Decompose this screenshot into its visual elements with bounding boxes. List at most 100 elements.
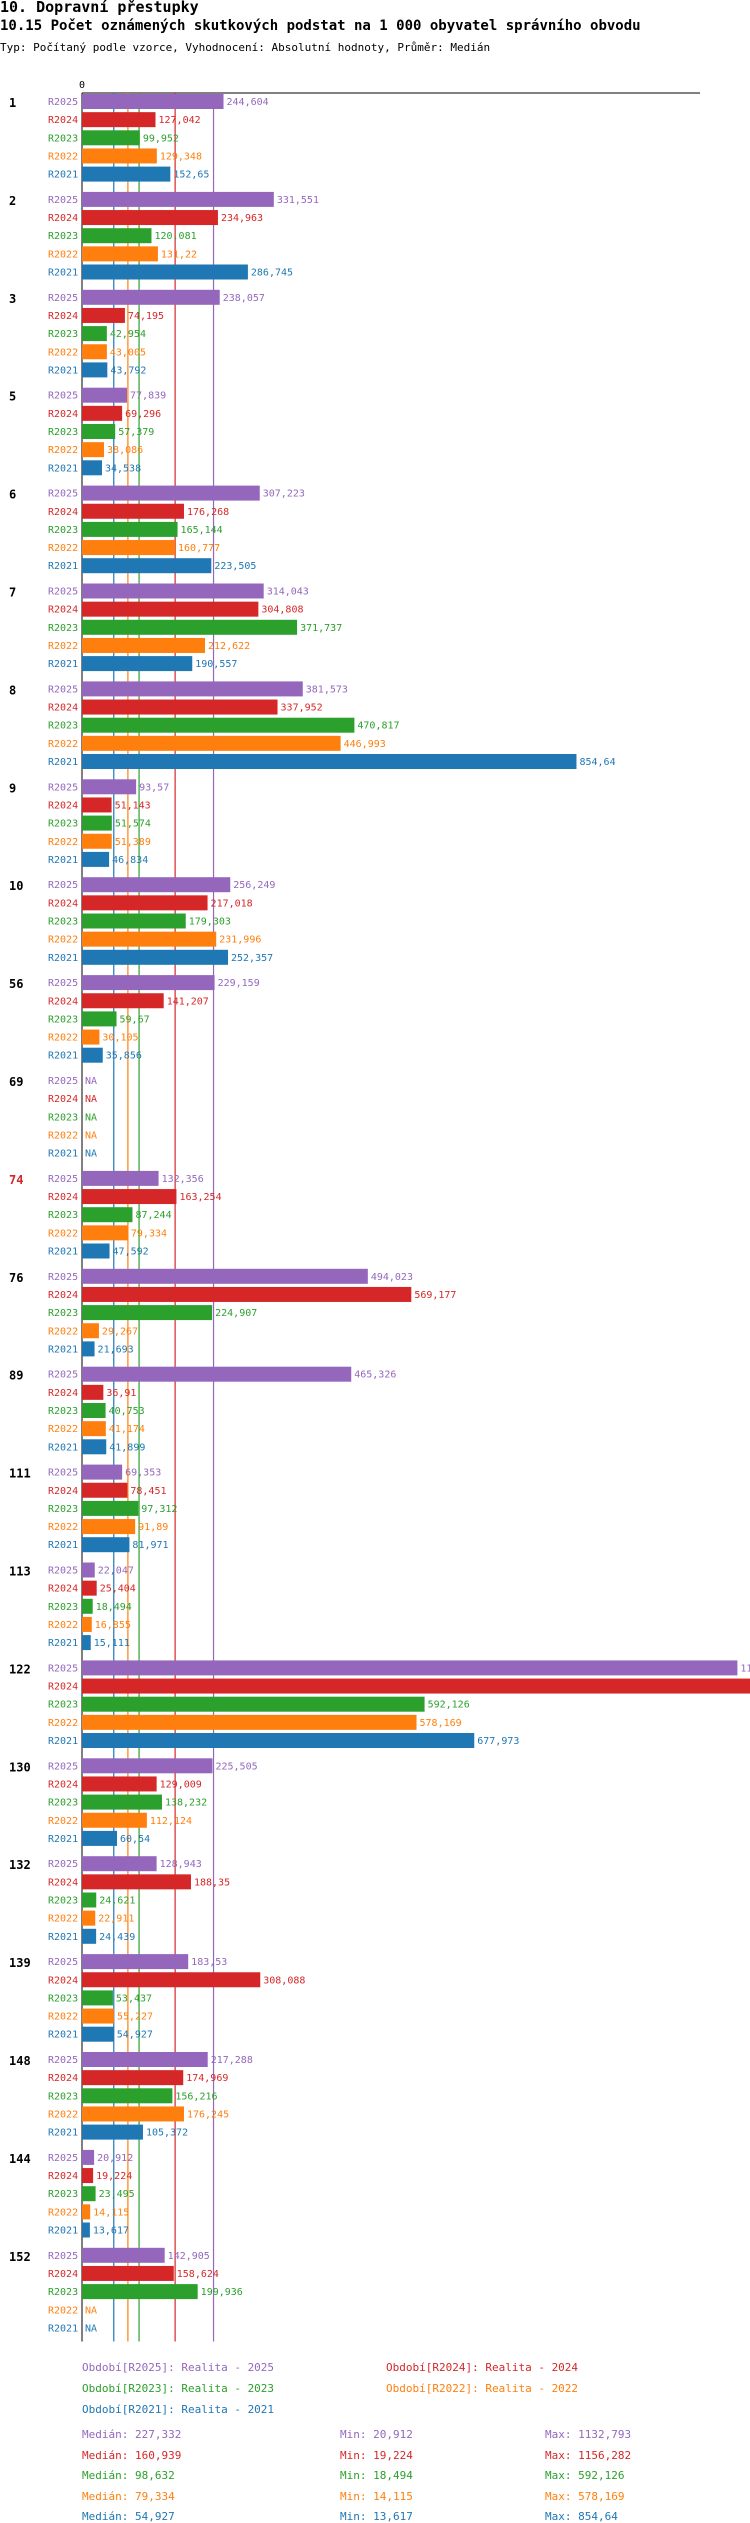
data-label: 256,249 [233, 880, 275, 891]
stat-min: Min: 19,224 [340, 2448, 413, 2462]
bar [82, 877, 231, 893]
data-label: 381,573 [306, 684, 348, 695]
bar [82, 601, 259, 617]
bar [82, 2149, 95, 2165]
legend-item-r2021: Období[R2021]: Realita - 2021 [82, 2403, 275, 2416]
data-label: 19,224 [96, 2171, 132, 2182]
data-label: 16,855 [95, 1620, 131, 1631]
series-label: R2025 [48, 1663, 78, 1674]
series-label: R2021 [48, 365, 78, 376]
bar [82, 485, 260, 501]
data-label: 199,936 [201, 2287, 243, 2298]
stat-max: Max: 1156,282 [545, 2448, 632, 2462]
stat-median: Medián: 227,332 [82, 2428, 182, 2441]
bar [82, 326, 107, 342]
series-label: R2024 [48, 2171, 78, 2182]
series-label: R2022 [48, 2207, 78, 2218]
series-label: R2023 [48, 133, 78, 144]
data-label: 286,745 [251, 268, 293, 279]
series-label: R2024 [48, 1975, 78, 1986]
data-label: 22,047 [98, 1566, 134, 1577]
bar [82, 521, 178, 537]
series-label: R2025 [48, 978, 78, 989]
data-label: 331,551 [277, 195, 319, 206]
bar [82, 637, 206, 653]
bar [82, 754, 577, 769]
series-label: R2022 [48, 2109, 78, 2120]
data-label: 24,439 [99, 1932, 135, 1943]
data-label: 138,232 [165, 1798, 207, 1809]
bar [82, 112, 156, 128]
series-label: R2022 [48, 1522, 78, 1533]
data-label: 18,494 [96, 1602, 132, 1613]
data-label: 15,111 [94, 1638, 130, 1649]
series-label: R2024 [48, 1877, 78, 1888]
data-label: 494,023 [371, 1272, 413, 1283]
data-label: 93,57 [139, 782, 169, 793]
data-label: 24,621 [99, 1896, 135, 1907]
bar [82, 656, 193, 672]
data-label: 252,357 [231, 953, 273, 964]
bar [82, 681, 303, 697]
data-label: 212,622 [208, 641, 250, 652]
series-label: R2025 [48, 489, 78, 500]
bar [82, 1874, 191, 1890]
series-label: R2025 [48, 1076, 78, 1087]
data-label: 25,404 [100, 1584, 136, 1595]
data-label: 854,64 [579, 757, 615, 768]
bar [82, 931, 217, 947]
series-label: R2023 [48, 231, 78, 242]
data-label: 51,574 [115, 819, 151, 830]
series-label: R2021 [48, 561, 78, 572]
bar [82, 2186, 96, 2202]
data-label: 176,245 [187, 2109, 229, 2120]
series-label: R2023 [48, 2091, 78, 2102]
series-label: R2025 [48, 587, 78, 598]
stat-max: Max: 854,64 [545, 2510, 618, 2523]
series-label: R2024 [48, 507, 78, 518]
series-label: R2021 [48, 953, 78, 964]
bar [82, 1892, 97, 1908]
series-label: R2022 [48, 543, 78, 554]
group-label: 56 [9, 977, 23, 991]
bar [82, 1500, 139, 1516]
series-label: R2023 [48, 1210, 78, 1221]
data-label: 46,834 [112, 855, 148, 866]
data-label: 51,389 [115, 837, 151, 848]
series-label: R2021 [48, 2128, 78, 2139]
bar [82, 583, 264, 599]
data-label: 223,505 [214, 561, 256, 572]
series-label: R2021 [48, 855, 78, 866]
bar [82, 1341, 95, 1357]
stat-median: Medián: 54,927 [82, 2510, 175, 2523]
group-label: 89 [9, 1369, 23, 1383]
bar [82, 619, 298, 635]
data-label: 57,379 [118, 427, 154, 438]
series-label: R2023 [48, 525, 78, 536]
series-label: R2024 [48, 213, 78, 224]
data-label: 179,303 [189, 917, 231, 928]
series-label: R2021 [48, 1149, 78, 1160]
series-label: R2025 [48, 1468, 78, 1479]
series-label: R2021 [48, 170, 78, 181]
bar [82, 815, 112, 831]
series-label: R2021 [48, 2323, 78, 2334]
data-label: 35,856 [106, 1051, 142, 1062]
series-label: R2023 [48, 427, 78, 438]
data-label: NA [85, 2305, 97, 2316]
series-label: R2022 [48, 1130, 78, 1141]
series-label: R2022 [48, 249, 78, 260]
data-label: 14,115 [93, 2207, 129, 2218]
bar [82, 797, 112, 813]
data-label: 465,326 [354, 1370, 396, 1381]
bar [82, 1660, 738, 1676]
bar [82, 1562, 95, 1578]
data-label: 77,839 [130, 391, 166, 402]
chart-title: 10.15 Počet oznámených skutkových podsta… [0, 18, 641, 34]
series-label: R2023 [48, 1406, 78, 1417]
bar [82, 2106, 184, 2122]
bar [82, 779, 137, 795]
bar [82, 1758, 213, 1774]
series-label: R2021 [48, 268, 78, 279]
series-label: R2025 [48, 1272, 78, 1283]
